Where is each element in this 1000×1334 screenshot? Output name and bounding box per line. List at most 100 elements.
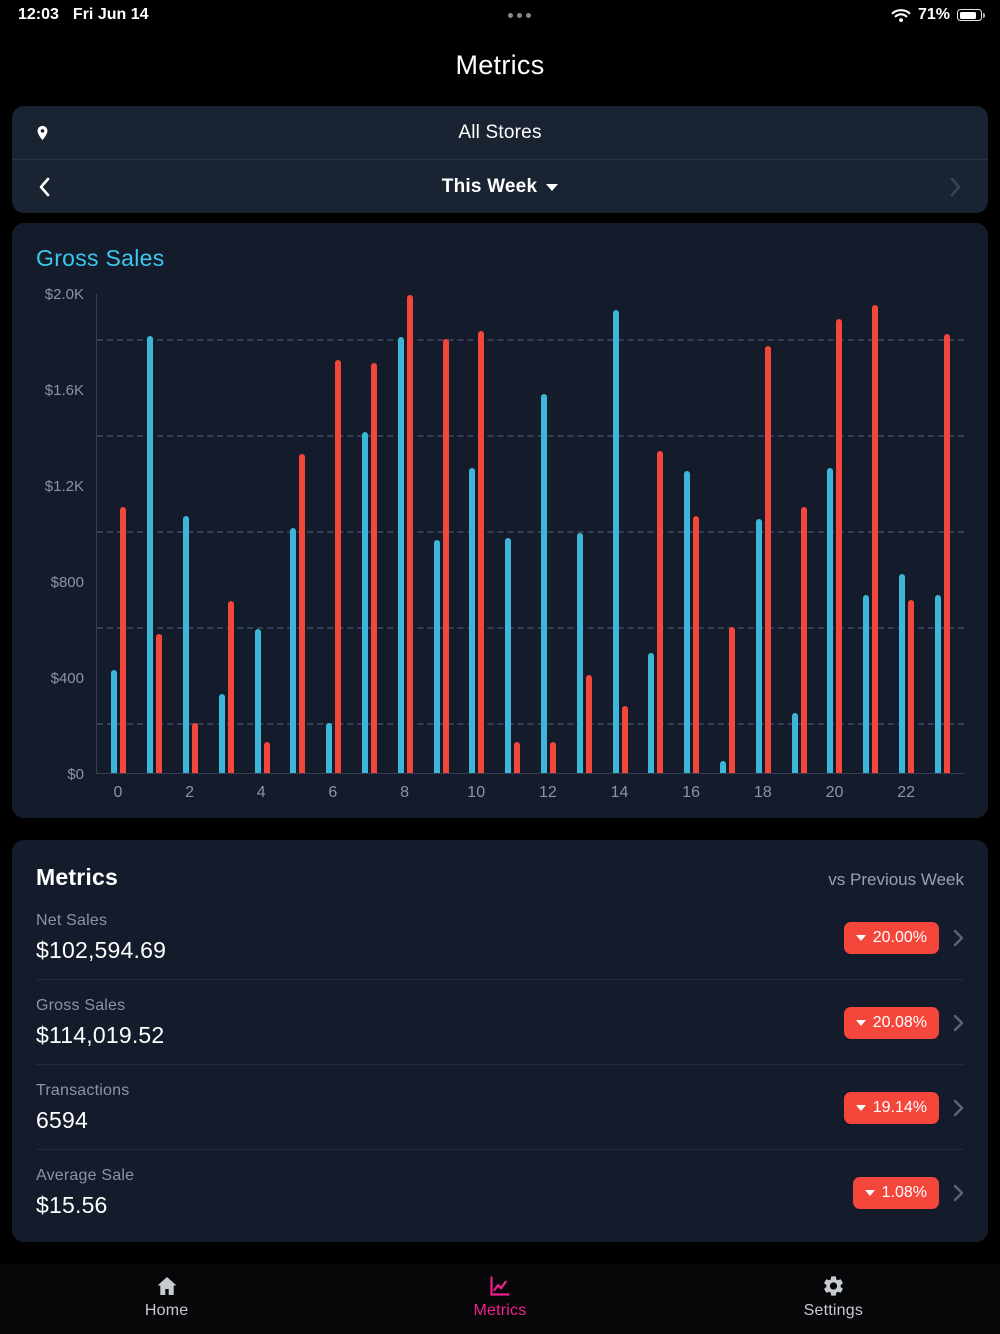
tab-home-label: Home bbox=[144, 1302, 189, 1319]
bar-blue-series bbox=[791, 713, 798, 773]
bar-red-series bbox=[263, 741, 270, 773]
tab-metrics-label: Metrics bbox=[473, 1302, 527, 1319]
x-tick-label: 8 bbox=[400, 784, 409, 801]
bar-group-hour-21 bbox=[853, 305, 889, 773]
bar-blue-series bbox=[469, 468, 476, 773]
change-percent: 1.08% bbox=[881, 1184, 927, 1201]
tab-home[interactable]: Home bbox=[0, 1264, 333, 1334]
x-tick-label bbox=[637, 784, 673, 802]
x-tick-label: 16 bbox=[682, 784, 701, 801]
bar-red-series bbox=[156, 633, 163, 773]
chart-title: Gross Sales bbox=[36, 245, 165, 271]
change-percent: 19.14% bbox=[872, 1099, 927, 1116]
bar-group-hour-11 bbox=[495, 537, 531, 773]
metric-row-net-sales[interactable]: Net Sales $102,594.69 20.00% bbox=[36, 895, 964, 980]
status-time: 12:03 bbox=[18, 6, 59, 23]
metric-label: Transactions bbox=[36, 1082, 130, 1099]
x-tick-label: 0 bbox=[113, 784, 123, 801]
bar-red-series bbox=[227, 601, 234, 773]
metric-value: $114,019.52 bbox=[36, 1022, 165, 1048]
metric-row-average-sale[interactable]: Average Sale $15.56 1.08% bbox=[36, 1150, 964, 1234]
x-tick-label: 20 bbox=[825, 784, 844, 801]
chevron-right-icon bbox=[953, 929, 964, 947]
period-dropdown[interactable]: This Week bbox=[12, 176, 988, 198]
y-tick-label: $0 bbox=[67, 766, 84, 783]
bar-blue-series bbox=[863, 595, 870, 773]
bar-blue-series bbox=[505, 537, 512, 773]
bar-red-series bbox=[728, 626, 735, 773]
bar-red-series bbox=[800, 506, 807, 773]
bar-blue-series bbox=[540, 393, 547, 773]
next-period-button[interactable] bbox=[940, 169, 972, 205]
bar-red-series bbox=[764, 345, 771, 773]
metric-row-gross-sales[interactable]: Gross Sales $114,019.52 20.08% bbox=[36, 980, 964, 1065]
tab-metrics[interactable]: Metrics bbox=[333, 1264, 666, 1334]
tab-settings[interactable]: Settings bbox=[667, 1264, 1000, 1334]
metrics-card-title: Metrics bbox=[36, 864, 118, 890]
bar-group-hour-0 bbox=[101, 506, 137, 773]
bar-blue-series bbox=[898, 573, 905, 773]
period-dropdown-label: This Week bbox=[441, 175, 538, 197]
bar-blue-series bbox=[433, 540, 440, 773]
bar-red-series bbox=[478, 331, 485, 773]
bar-red-series bbox=[872, 305, 879, 773]
bar-blue-series bbox=[648, 653, 655, 773]
filter-selector-card: All Stores This Week bbox=[12, 106, 988, 213]
x-tick-label: 4 bbox=[256, 784, 266, 801]
caret-down-icon bbox=[546, 184, 559, 191]
bar-group-hour-9 bbox=[423, 338, 459, 773]
period-selector-row: This Week bbox=[12, 160, 988, 213]
wifi-icon bbox=[891, 8, 911, 23]
chevron-right-icon bbox=[953, 1014, 964, 1032]
bar-group-hour-4 bbox=[244, 629, 280, 773]
bar-blue-series bbox=[182, 516, 189, 773]
bar-group-hour-3 bbox=[208, 601, 244, 773]
bar-group-hour-2 bbox=[173, 516, 209, 773]
bar-red-series bbox=[514, 741, 521, 773]
x-tick-label: 12 bbox=[538, 784, 557, 801]
bar-group-hour-12 bbox=[531, 393, 567, 773]
bar-group-hour-16 bbox=[674, 470, 710, 773]
bar-blue-series bbox=[755, 518, 762, 773]
bar-blue-series bbox=[111, 669, 118, 773]
metric-row-transactions[interactable]: Transactions 6594 19.14% bbox=[36, 1065, 964, 1150]
x-tick-label bbox=[924, 784, 960, 802]
bar-blue-series bbox=[147, 336, 154, 773]
triangle-down-icon bbox=[864, 1190, 875, 1196]
x-tick-label bbox=[781, 784, 817, 802]
bar-red-series bbox=[549, 741, 556, 773]
x-tick-label bbox=[279, 784, 315, 802]
tab-settings-label: Settings bbox=[803, 1302, 864, 1319]
triangle-down-icon bbox=[855, 935, 866, 941]
change-percent: 20.00% bbox=[872, 929, 927, 946]
metric-value: 6594 bbox=[36, 1107, 88, 1133]
gridline bbox=[97, 627, 964, 629]
bar-group-hour-10 bbox=[459, 331, 495, 773]
bar-group-hour-19 bbox=[781, 506, 817, 773]
comparison-label: vs Previous Week bbox=[828, 870, 964, 889]
bar-group-hour-15 bbox=[638, 451, 674, 773]
bar-group-hour-13 bbox=[566, 533, 602, 773]
bar-red-series bbox=[442, 338, 449, 773]
gross-sales-chart-card: Gross Sales $0 $400 $800 $1.2K $1.6K $2.0K 0 2… bbox=[12, 223, 988, 818]
bar-blue-series bbox=[827, 468, 834, 773]
bar-red-series bbox=[585, 674, 592, 773]
store-selector[interactable]: All Stores bbox=[12, 106, 988, 159]
previous-period-button[interactable] bbox=[28, 169, 60, 205]
bar-group-hour-1 bbox=[137, 336, 173, 773]
gridline bbox=[97, 531, 964, 533]
bar-blue-series bbox=[934, 595, 941, 773]
x-tick-label bbox=[852, 784, 888, 802]
bar-blue-series bbox=[361, 432, 368, 773]
y-axis-labels: $0 $400 $800 $1.2K $1.6K $2.0K bbox=[36, 286, 96, 783]
y-tick-label: $2.0K bbox=[44, 286, 84, 303]
x-tick-label: 14 bbox=[610, 784, 629, 801]
bar-blue-series bbox=[576, 533, 583, 773]
battery-icon bbox=[957, 9, 985, 21]
bar-red-series bbox=[836, 319, 843, 773]
bar-red-series bbox=[299, 453, 306, 773]
x-tick-label bbox=[494, 784, 530, 802]
chevron-right-icon bbox=[953, 1099, 964, 1117]
bar-blue-series bbox=[719, 761, 726, 773]
bar-red-series bbox=[693, 516, 700, 773]
